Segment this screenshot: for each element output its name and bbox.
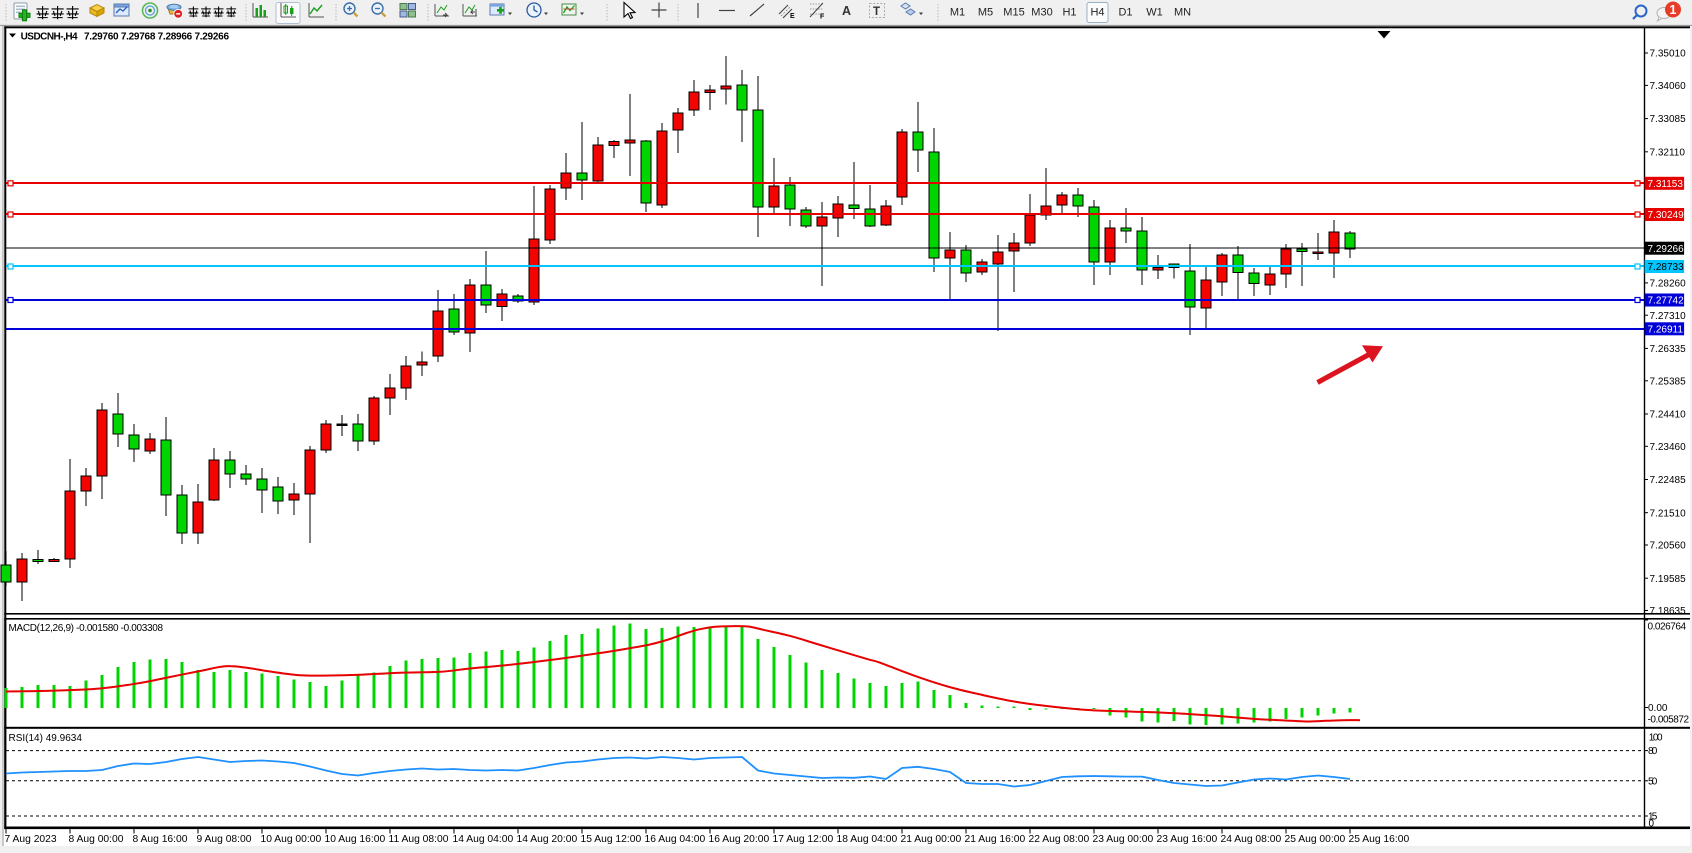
svg-text:25 Aug 00:00: 25 Aug 00:00 [1285, 834, 1346, 845]
svg-text:7.25385: 7.25385 [1650, 376, 1687, 387]
svg-text:24 Aug 08:00: 24 Aug 08:00 [1221, 834, 1282, 845]
svg-text:H1: H1 [1062, 7, 1076, 19]
svg-text:10 Aug 00:00: 10 Aug 00:00 [261, 834, 322, 845]
svg-text:14 Aug 04:00: 14 Aug 04:00 [453, 834, 514, 845]
svg-text:7.18635: 7.18635 [1650, 606, 1687, 617]
svg-text:7.27742: 7.27742 [1648, 296, 1685, 307]
svg-text:100: 100 [1649, 733, 1663, 744]
svg-text:M30: M30 [1031, 7, 1052, 19]
svg-text:MACD(12,26,9) -0.001580 -0.003: MACD(12,26,9) -0.001580 -0.003308 [9, 623, 164, 634]
svg-text:7.21510: 7.21510 [1650, 508, 1687, 519]
svg-text:23 Aug 16:00: 23 Aug 16:00 [1157, 834, 1218, 845]
svg-text:D1: D1 [1118, 7, 1132, 19]
svg-text:RSI(14) 49.9634: RSI(14) 49.9634 [9, 733, 83, 744]
svg-text:80: 80 [1648, 746, 1658, 757]
svg-text:23 Aug 00:00: 23 Aug 00:00 [1093, 834, 1154, 845]
svg-text:7.28260: 7.28260 [1650, 279, 1687, 290]
svg-text:W1: W1 [1146, 7, 1163, 19]
svg-text:11 Aug 08:00: 11 Aug 08:00 [389, 834, 449, 845]
svg-text:7.27310: 7.27310 [1650, 311, 1687, 322]
svg-text:21 Aug 00:00: 21 Aug 00:00 [901, 834, 962, 845]
svg-text:H4: H4 [1090, 7, 1104, 19]
svg-text:9 Aug 08:00: 9 Aug 08:00 [197, 834, 252, 845]
svg-text:7.26911: 7.26911 [1648, 324, 1684, 335]
svg-text:7 Aug 2023: 7 Aug 2023 [5, 834, 57, 845]
svg-text:7.19585: 7.19585 [1650, 574, 1687, 585]
svg-text:50: 50 [1648, 776, 1658, 787]
svg-text:7.20560: 7.20560 [1650, 541, 1687, 552]
svg-text:7.34060: 7.34060 [1650, 81, 1687, 92]
svg-text:0.00: 0.00 [1648, 703, 1668, 714]
svg-text:0: 0 [1649, 819, 1655, 830]
svg-text:1: 1 [1670, 3, 1677, 17]
svg-text:MN: MN [1174, 7, 1191, 19]
svg-text:16 Aug 20:00: 16 Aug 20:00 [709, 834, 770, 845]
svg-text:E: E [790, 13, 795, 20]
svg-text:7.29760 7.29768 7.28966 7.2926: 7.29760 7.29768 7.28966 7.29266 [84, 31, 229, 42]
svg-text:8 Aug 16:00: 8 Aug 16:00 [133, 834, 188, 845]
svg-text:USDCNH-,H4: USDCNH-,H4 [21, 31, 78, 42]
svg-text:A: A [842, 4, 851, 18]
svg-text:7.33085: 7.33085 [1650, 114, 1687, 125]
svg-text:7.29266: 7.29266 [1648, 244, 1685, 255]
svg-text:7.24410: 7.24410 [1650, 410, 1687, 421]
svg-text:0.026764: 0.026764 [1648, 622, 1687, 633]
svg-text:14 Aug 20:00: 14 Aug 20:00 [517, 834, 578, 845]
svg-text:7.35010: 7.35010 [1650, 49, 1687, 60]
svg-text:21 Aug 16:00: 21 Aug 16:00 [965, 834, 1026, 845]
svg-text:7.31153: 7.31153 [1648, 179, 1684, 190]
svg-text:8 Aug 00:00: 8 Aug 00:00 [69, 834, 124, 845]
svg-text:M1: M1 [950, 7, 965, 19]
svg-text:T: T [873, 6, 880, 18]
svg-text:17 Aug 12:00: 17 Aug 12:00 [773, 834, 834, 845]
svg-text:10 Aug 16:00: 10 Aug 16:00 [325, 834, 386, 845]
svg-text:15 Aug 12:00: 15 Aug 12:00 [581, 834, 642, 845]
svg-text:7.23460: 7.23460 [1650, 442, 1687, 453]
svg-text:7.26335: 7.26335 [1650, 344, 1687, 355]
svg-text:M15: M15 [1003, 7, 1024, 19]
svg-text:25 Aug 16:00: 25 Aug 16:00 [1349, 834, 1410, 845]
svg-text:M5: M5 [978, 7, 993, 19]
svg-text:16 Aug 04:00: 16 Aug 04:00 [645, 834, 706, 845]
svg-text:F: F [820, 14, 825, 21]
svg-text:18 Aug 04:00: 18 Aug 04:00 [837, 834, 898, 845]
svg-text:7.22485: 7.22485 [1650, 475, 1687, 486]
svg-text:7.32110: 7.32110 [1650, 147, 1686, 158]
svg-text:22 Aug 08:00: 22 Aug 08:00 [1029, 834, 1090, 845]
svg-text:-0.005872: -0.005872 [1648, 715, 1690, 726]
svg-text:15: 15 [1648, 812, 1658, 823]
svg-text:7.30249: 7.30249 [1648, 210, 1685, 221]
svg-text:7.28733: 7.28733 [1648, 262, 1685, 273]
